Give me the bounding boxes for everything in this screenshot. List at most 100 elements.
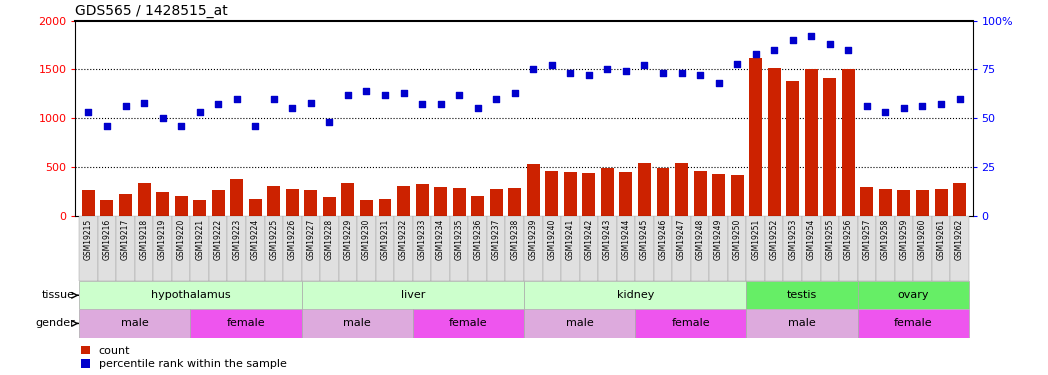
Text: male: male xyxy=(788,318,816,328)
Text: GSM19255: GSM19255 xyxy=(826,219,834,260)
Bar xyxy=(434,188,447,216)
Point xyxy=(265,96,282,102)
Bar xyxy=(80,309,191,338)
Bar xyxy=(304,190,318,216)
Text: female: female xyxy=(894,318,933,328)
Text: hypothalamus: hypothalamus xyxy=(151,290,231,300)
Bar xyxy=(709,216,728,281)
Point xyxy=(617,68,634,74)
Bar xyxy=(524,216,543,281)
Bar xyxy=(746,309,857,338)
Bar xyxy=(413,216,432,281)
Point xyxy=(896,105,913,111)
Bar xyxy=(416,184,429,216)
Point xyxy=(803,33,820,39)
Point xyxy=(655,70,672,76)
Bar xyxy=(839,216,857,281)
Text: kidney: kidney xyxy=(616,290,654,300)
Bar xyxy=(80,216,97,281)
Bar xyxy=(913,216,932,281)
Bar xyxy=(728,216,746,281)
Bar xyxy=(635,309,746,338)
Text: gender: gender xyxy=(36,318,75,328)
Text: GSM19254: GSM19254 xyxy=(807,219,815,260)
Bar xyxy=(561,216,580,281)
Bar xyxy=(616,216,635,281)
Bar xyxy=(876,216,895,281)
Bar xyxy=(80,281,302,309)
Bar xyxy=(193,200,206,216)
Bar xyxy=(545,171,559,216)
Bar xyxy=(860,188,873,216)
Bar xyxy=(302,309,413,338)
Bar xyxy=(378,199,392,216)
Bar xyxy=(101,200,113,216)
Bar xyxy=(675,164,689,216)
Bar xyxy=(376,216,394,281)
Point xyxy=(210,102,226,108)
Text: tissue: tissue xyxy=(42,290,75,300)
Legend: count, percentile rank within the sample: count, percentile rank within the sample xyxy=(81,346,287,369)
Text: GSM19252: GSM19252 xyxy=(769,219,779,260)
Text: GSM19241: GSM19241 xyxy=(566,219,575,260)
Point xyxy=(340,92,356,98)
Text: female: female xyxy=(450,318,487,328)
Bar xyxy=(505,216,524,281)
Text: GSM19259: GSM19259 xyxy=(899,219,909,260)
Text: GSM19239: GSM19239 xyxy=(529,219,538,260)
Bar xyxy=(746,216,765,281)
Bar xyxy=(156,192,169,216)
Bar xyxy=(601,168,614,216)
Text: GDS565 / 1428515_at: GDS565 / 1428515_at xyxy=(75,4,228,18)
Bar xyxy=(824,78,836,216)
Bar xyxy=(153,216,172,281)
Text: GSM19232: GSM19232 xyxy=(399,219,408,260)
Point xyxy=(487,96,504,102)
Bar xyxy=(691,216,709,281)
Bar xyxy=(489,189,503,216)
Bar xyxy=(357,216,376,281)
Bar xyxy=(802,216,821,281)
Bar xyxy=(524,281,746,309)
Bar xyxy=(212,190,224,216)
Text: GSM19256: GSM19256 xyxy=(844,219,853,260)
Point xyxy=(673,70,690,76)
Bar xyxy=(413,309,524,338)
Bar xyxy=(784,216,802,281)
Point xyxy=(599,66,616,72)
Text: GSM19248: GSM19248 xyxy=(696,219,704,260)
Point xyxy=(173,123,190,129)
Bar xyxy=(137,183,151,216)
Text: GSM19257: GSM19257 xyxy=(863,219,871,260)
Text: male: male xyxy=(344,318,371,328)
Bar xyxy=(302,216,320,281)
Point xyxy=(877,109,894,115)
Bar xyxy=(191,216,209,281)
Bar xyxy=(638,164,651,216)
Text: GSM19253: GSM19253 xyxy=(788,219,798,260)
Point xyxy=(99,123,115,129)
Text: GSM19246: GSM19246 xyxy=(658,219,668,260)
Bar xyxy=(857,309,968,338)
Text: GSM19260: GSM19260 xyxy=(918,219,927,260)
Bar xyxy=(453,188,465,216)
Point xyxy=(284,105,301,111)
Point xyxy=(321,119,337,125)
Bar xyxy=(227,216,246,281)
Point xyxy=(358,88,375,94)
Bar xyxy=(450,216,468,281)
Bar xyxy=(765,216,784,281)
Text: GSM19244: GSM19244 xyxy=(621,219,631,260)
Bar xyxy=(786,81,800,216)
Bar xyxy=(895,216,913,281)
Bar xyxy=(119,194,132,216)
Text: GSM19219: GSM19219 xyxy=(158,219,167,260)
Bar xyxy=(248,199,262,216)
Bar xyxy=(246,216,264,281)
Bar xyxy=(264,216,283,281)
Text: GSM19235: GSM19235 xyxy=(455,219,463,260)
Text: GSM19218: GSM19218 xyxy=(139,219,149,260)
Bar xyxy=(342,183,354,216)
Point xyxy=(952,96,968,102)
Point xyxy=(191,109,208,115)
